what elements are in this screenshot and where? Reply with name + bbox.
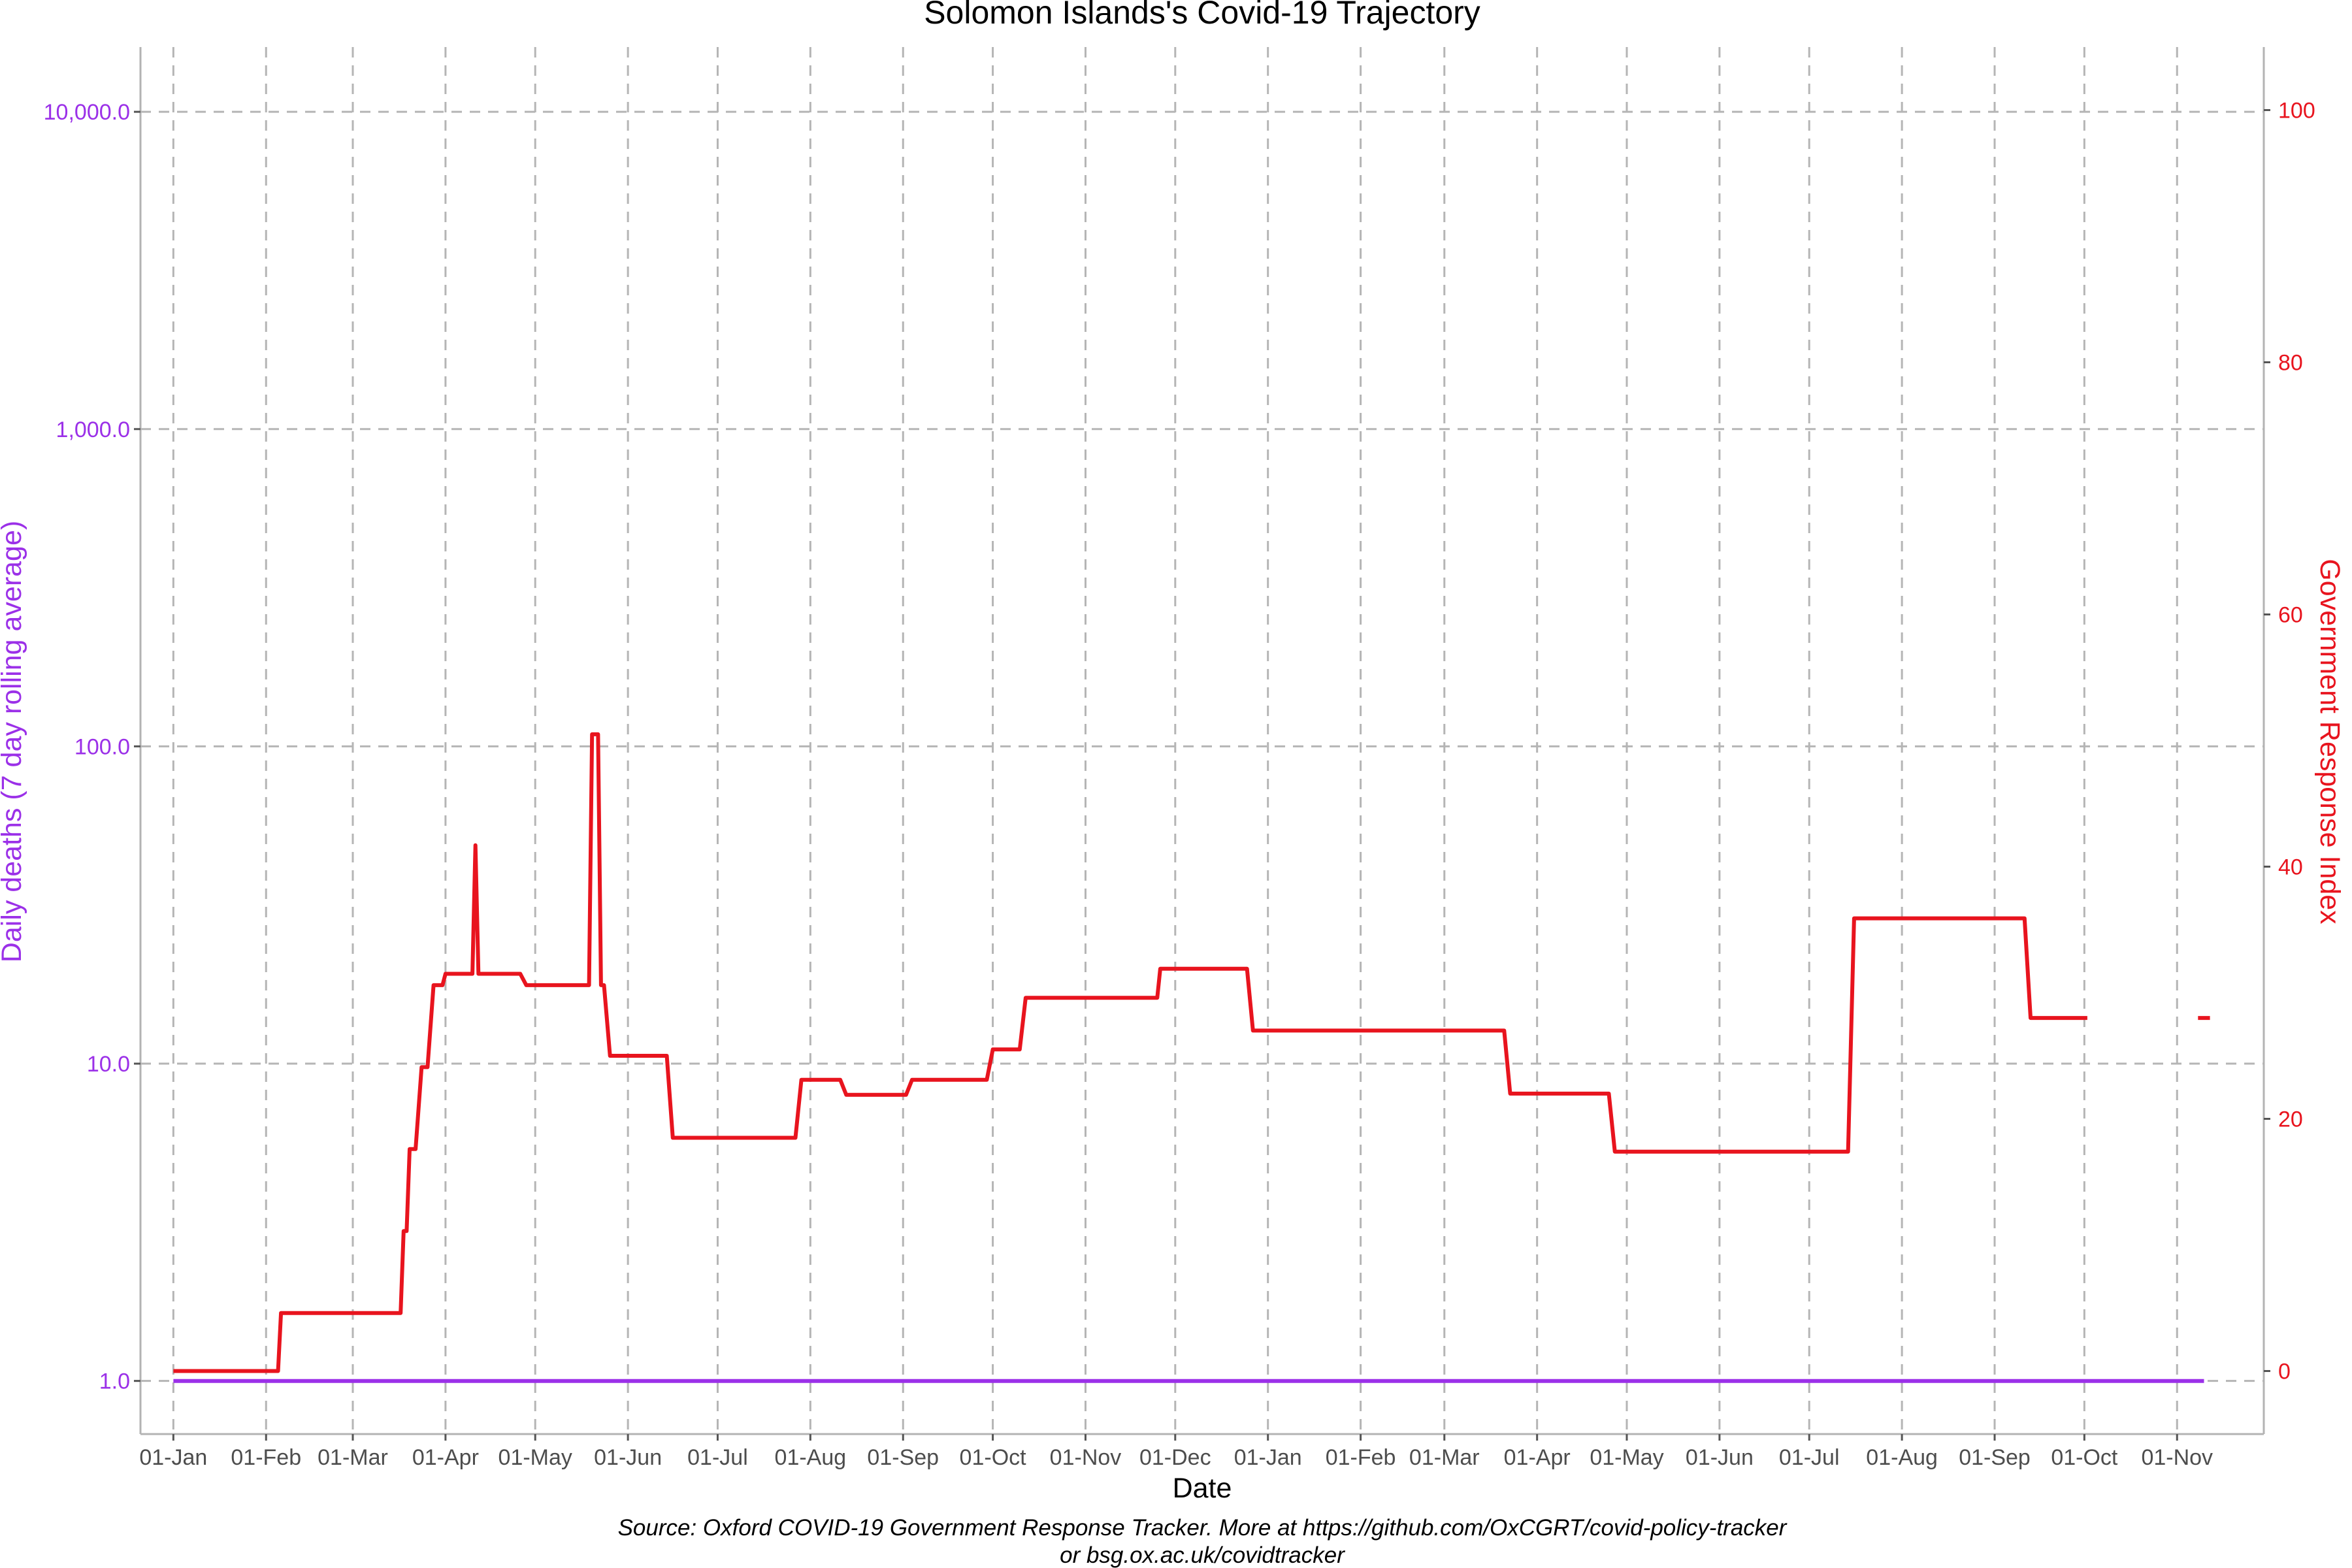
x-tick-label-23: 01-Nov <box>2141 1445 2213 1470</box>
right-tick-label-4: 60 <box>2278 603 2303 628</box>
left-tick-label-4: 1,000.0 <box>56 417 130 442</box>
x-tick-label-13: 01-Jan <box>1234 1445 1302 1470</box>
caption-source: Source: Oxford COVID-19 Government Respo… <box>618 1515 1788 1541</box>
left-axis-ticks: 1.0 10.0 100.0 1,000.0 10,000.0 <box>44 100 140 1394</box>
x-axis-title: Date <box>1173 1473 1232 1504</box>
x-tick-label-17: 01-May <box>1590 1445 1663 1470</box>
left-tick-label-5: 10,000.0 <box>44 100 130 125</box>
right-tick-label-3: 40 <box>2278 855 2303 880</box>
x-tick-label-5: 01-May <box>498 1445 572 1470</box>
x-tick-label-1: 01-Jan <box>139 1445 207 1470</box>
right-tick-label-6: 100 <box>2278 99 2315 123</box>
x-tick-label-3: 01-Mar <box>318 1445 388 1470</box>
caption-url: or bsg.ox.ac.uk/covidtracker <box>1060 1543 1345 1568</box>
x-tick-label-6: 01-Jun <box>594 1445 662 1470</box>
x-tick-label-21: 01-Sep <box>1959 1445 2031 1470</box>
x-tick-label-18: 01-Jun <box>1686 1445 1754 1470</box>
response-index-line-1 <box>173 732 2087 1373</box>
x-tick-label-11: 01-Nov <box>1050 1445 1122 1470</box>
right-axis-ticks: 0 20 40 60 80 100 <box>2264 99 2315 1384</box>
right-axis-title: Government Response Index <box>2314 559 2345 924</box>
left-tick-label-1: 1.0 <box>99 1369 130 1394</box>
right-tick-label-5: 80 <box>2278 351 2303 376</box>
left-axis-title: Daily deaths (7 day rolling average) <box>0 521 27 962</box>
x-tick-label-2: 01-Feb <box>231 1445 301 1470</box>
x-tick-label-12: 01-Dec <box>1139 1445 1211 1470</box>
left-tick-label-3: 100.0 <box>74 734 130 759</box>
x-tick-label-16: 01-Apr <box>1504 1445 1571 1470</box>
x-tick-label-14: 01-Feb <box>1326 1445 1396 1470</box>
right-tick-label-2: 20 <box>2278 1107 2303 1132</box>
series-lines <box>173 732 2210 1383</box>
x-tick-label-4: 01-Apr <box>412 1445 479 1470</box>
x-tick-label-9: 01-Sep <box>867 1445 939 1470</box>
x-tick-label-20: 01-Aug <box>1866 1445 1938 1470</box>
x-tick-label-19: 01-Jul <box>1779 1445 1840 1470</box>
chart-title: Solomon Islands's Covid-19 Trajectory <box>924 0 1480 31</box>
x-tick-label-7: 01-Jul <box>687 1445 748 1470</box>
x-tick-label-8: 01-Aug <box>775 1445 847 1470</box>
x-axis-ticks: 01-Jan 01-Feb 01-Mar 01-Apr 01-May 01-Jun 01-J… <box>139 1434 2213 1470</box>
x-tick-label-22: 01-Oct <box>2051 1445 2118 1470</box>
x-tick-label-15: 01-Mar <box>1409 1445 1480 1470</box>
left-tick-label-2: 10.0 <box>87 1052 130 1077</box>
right-tick-label-1: 0 <box>2278 1360 2291 1384</box>
axis-frame <box>139 47 2265 1435</box>
x-tick-label-10: 01-Oct <box>960 1445 1027 1470</box>
